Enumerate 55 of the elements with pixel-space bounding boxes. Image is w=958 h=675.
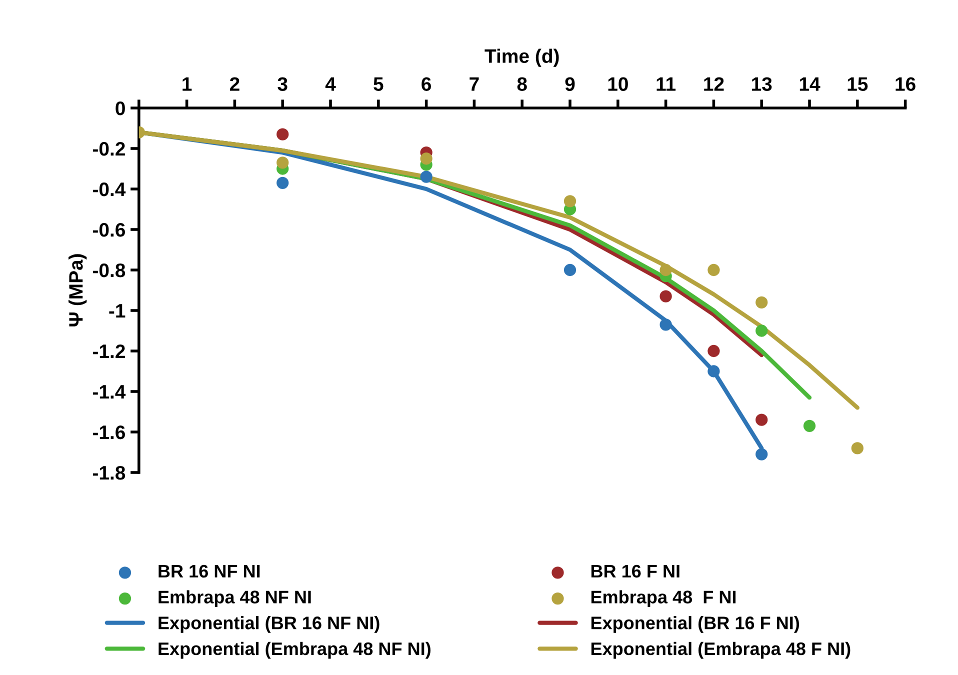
x-tick-label: 15 [848, 77, 868, 91]
x-tick-label: 5 [374, 77, 384, 91]
point [276, 128, 289, 140]
point [851, 442, 864, 454]
x-tick-label: 11 [656, 77, 676, 91]
point [756, 324, 768, 337]
x-tick-label: 10 [608, 77, 628, 91]
legend-label: Exponential (BR 16 NF NI) [158, 616, 380, 633]
legend-label: Embrapa 48 F NI [591, 590, 736, 608]
y-tick-label: -1.2 [92, 344, 125, 358]
legend-label: Exponential (BR 16 F NI) [591, 616, 800, 633]
y-tick-label: -1 [109, 304, 126, 318]
x-tick-label: 7 [470, 77, 479, 91]
y-tick-label: -0.6 [92, 222, 126, 237]
point [276, 156, 289, 169]
x-tick-label: 16 [896, 77, 916, 91]
legend-label: BR 16 NF NI [158, 564, 260, 578]
point [708, 264, 720, 276]
point [803, 420, 816, 432]
y-tick-label: -0.2 [92, 142, 125, 156]
legend-label: Exponential (Embrapa 48 F NI) [591, 642, 850, 659]
point [420, 152, 432, 165]
point [660, 318, 672, 331]
x-tick-label: 8 [517, 77, 527, 91]
x-tick-label: 12 [704, 77, 724, 91]
point [660, 264, 672, 276]
point [420, 170, 432, 183]
x-tick-label: 3 [278, 77, 288, 91]
legend-label: Embrapa 48 NF NI [158, 590, 311, 608]
y-tick-label: -0.4 [92, 182, 126, 196]
x-tick-label: 4 [325, 77, 336, 91]
point [756, 296, 768, 308]
y-tick-label: -1.8 [92, 466, 126, 480]
point [564, 195, 576, 208]
y-tick-label: -0.8 [92, 263, 126, 278]
x-tick-label: 1 [182, 77, 192, 91]
legend-label: BR 16 F NI [591, 564, 680, 578]
x-tick-label: 13 [752, 77, 772, 91]
y-tick-label: -1.4 [92, 385, 126, 399]
point [756, 414, 768, 426]
x-tick-label: 6 [422, 77, 432, 91]
point [708, 365, 720, 378]
y-tick-label: 0 [116, 101, 125, 116]
point [276, 176, 289, 189]
point [708, 344, 720, 358]
point [660, 290, 672, 302]
legend-label: Exponential (Embrapa 48 NF NI) [158, 642, 430, 659]
x-tick-label: 2 [230, 77, 240, 91]
y-tick-label: -1.6 [92, 425, 126, 440]
point [564, 264, 576, 276]
point [756, 448, 768, 460]
x-axis-title: Time (d) [484, 48, 559, 67]
x-tick-label: 14 [800, 77, 820, 91]
x-tick-label: 9 [565, 77, 575, 91]
y-axis-title: Ψ (MPa) [68, 254, 87, 326]
